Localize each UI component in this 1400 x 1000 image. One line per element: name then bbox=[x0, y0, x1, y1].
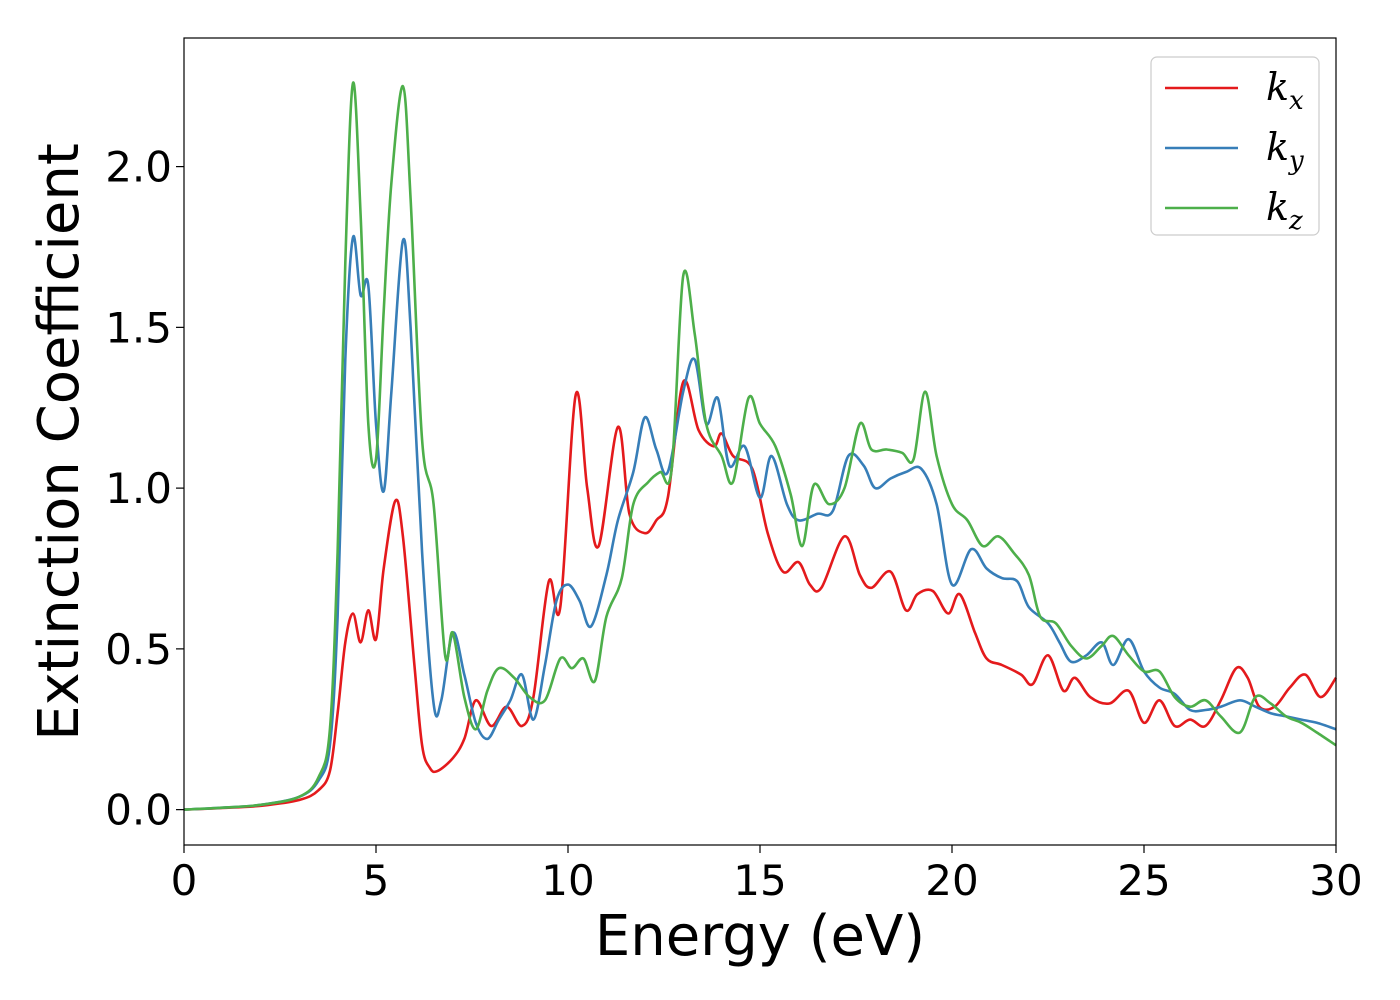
y-axis-ticks: 0.0 0.5 1.0 1.5 2.0 bbox=[105, 143, 184, 835]
y-axis-title: Extinction Coefficient bbox=[27, 143, 92, 741]
x-axis-title: Energy (eV) bbox=[595, 904, 925, 969]
x-tick-label: 15 bbox=[733, 856, 786, 905]
legend-items: kx ky kz bbox=[1165, 65, 1304, 236]
y-tick-label: 1.5 bbox=[105, 303, 172, 352]
legend-box bbox=[1150, 56, 1320, 236]
y-tick-label: 1.0 bbox=[105, 464, 172, 513]
legend-label-ky: ky bbox=[1266, 125, 1304, 176]
plot-lines bbox=[183, 81, 1338, 811]
x-tick-label: 30 bbox=[1309, 856, 1362, 905]
x-tick-label: 25 bbox=[1117, 856, 1170, 905]
y-tick-label: 2.0 bbox=[105, 143, 172, 192]
x-tick-label: 0 bbox=[171, 856, 198, 905]
x-tick-label: 20 bbox=[925, 856, 978, 905]
x-tick-label: 5 bbox=[363, 856, 390, 905]
legend: kx ky kz bbox=[1150, 56, 1320, 236]
series-line-ky bbox=[183, 234, 1337, 811]
x-axis-ticks: 0 5 10 15 20 25 30 bbox=[171, 845, 1363, 905]
series-line-kz bbox=[183, 81, 1337, 811]
series-line-kx bbox=[183, 379, 1338, 811]
x-tick-label: 10 bbox=[541, 856, 594, 905]
legend-label-kx: kx bbox=[1266, 65, 1304, 116]
legend-label-kz: kz bbox=[1266, 185, 1303, 236]
y-tick-label: 0.5 bbox=[105, 625, 172, 674]
y-tick-label: 0.0 bbox=[105, 786, 172, 835]
